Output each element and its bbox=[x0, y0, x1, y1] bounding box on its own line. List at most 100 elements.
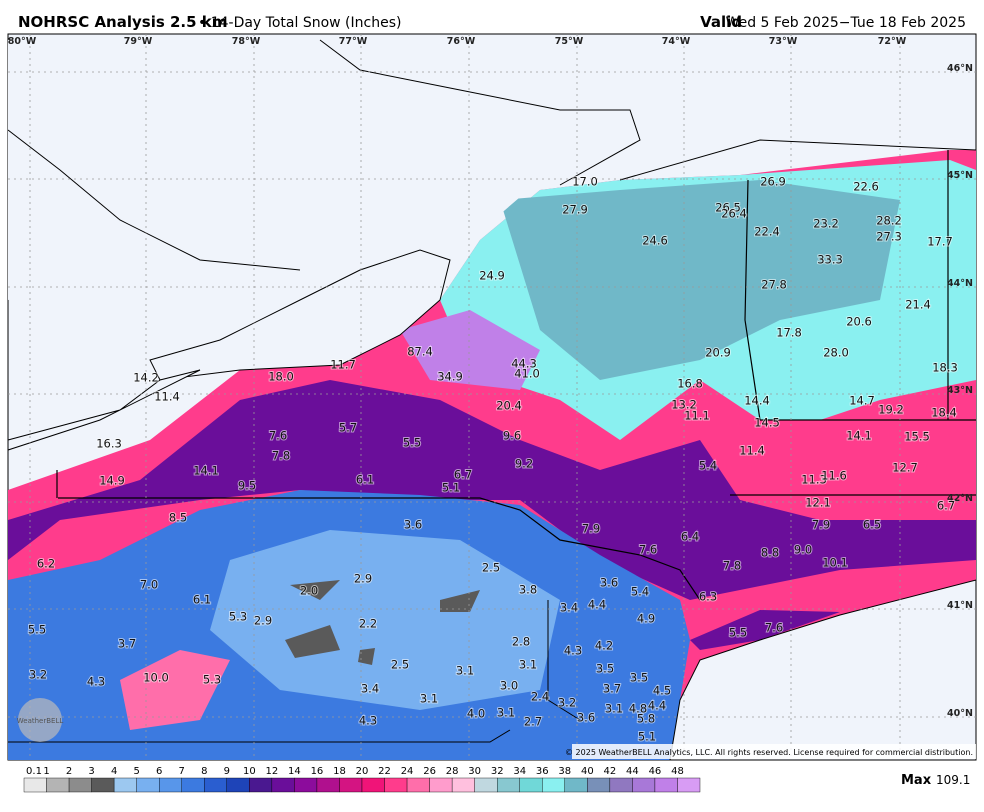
snow-value: 5.5 bbox=[28, 623, 46, 637]
snow-value: 2.2 bbox=[359, 617, 377, 631]
snow-value: 15.5 bbox=[904, 430, 930, 444]
snow-value: 11.1 bbox=[684, 409, 710, 423]
snow-value: 5.4 bbox=[699, 459, 717, 473]
map: WeatherBELL © 2025 WeatherBELL Analytics… bbox=[7, 33, 977, 761]
title: NOHRSC Analysis 2.5 km bbox=[18, 13, 227, 31]
snow-value: 10.1 bbox=[822, 556, 848, 570]
legend-tick: 30 bbox=[468, 766, 481, 777]
legend-tick: 34 bbox=[513, 766, 526, 777]
longitude-label: 79°W bbox=[124, 36, 153, 47]
legend-swatch bbox=[271, 777, 295, 793]
snow-value: 4.8 bbox=[629, 702, 647, 716]
legend-swatch bbox=[136, 777, 160, 793]
snow-value: 9.5 bbox=[238, 479, 256, 493]
longitude-label: 78°W bbox=[232, 36, 261, 47]
legend-tick: 8 bbox=[201, 766, 207, 777]
snow-value: 5.5 bbox=[403, 436, 421, 450]
snow-value: 26.9 bbox=[760, 175, 786, 189]
snow-value: 12.7 bbox=[892, 461, 918, 475]
legend-tick: 46 bbox=[649, 766, 662, 777]
snow-value: 10.0 bbox=[143, 671, 169, 685]
snow-value: 87.4 bbox=[407, 345, 433, 359]
legend-swatch bbox=[316, 777, 340, 793]
longitude-label: 80°W bbox=[8, 36, 37, 47]
longitude-label: 72°W bbox=[878, 36, 907, 47]
snow-value: 2.8 bbox=[512, 635, 530, 649]
legend-swatch bbox=[294, 777, 318, 793]
snow-value: 3.7 bbox=[118, 637, 136, 651]
snow-value: 7.6 bbox=[765, 621, 783, 635]
legend-tick: 22 bbox=[378, 766, 391, 777]
snow-value: 4.4 bbox=[588, 598, 606, 612]
snow-value: 6.5 bbox=[863, 518, 881, 532]
snow-value: 9.6 bbox=[503, 429, 521, 443]
snow-value: 2.4 bbox=[531, 690, 549, 704]
snow-value: 2.5 bbox=[482, 561, 500, 575]
snow-value: 19.2 bbox=[878, 403, 904, 417]
snow-value: 5.1 bbox=[442, 481, 460, 495]
snow-value: 21.4 bbox=[905, 298, 931, 312]
legend-tick: 5 bbox=[133, 766, 139, 777]
legend-tick: 42 bbox=[603, 766, 616, 777]
snow-value: 3.8 bbox=[519, 583, 537, 597]
snow-value: 8.8 bbox=[761, 546, 779, 560]
legend-tick: 14 bbox=[288, 766, 301, 777]
snow-value: 20.6 bbox=[846, 315, 872, 329]
snow-value: 7.8 bbox=[272, 449, 290, 463]
snow-value: 2.7 bbox=[524, 715, 542, 729]
snow-value: 3.4 bbox=[361, 682, 379, 696]
snow-value: 20.4 bbox=[496, 399, 522, 413]
legend-swatch bbox=[474, 777, 498, 793]
snow-value: 14.2 bbox=[133, 371, 159, 385]
snow-value: 3.1 bbox=[605, 702, 623, 716]
snow-value: 3.6 bbox=[577, 711, 595, 725]
legend-swatch bbox=[654, 777, 678, 793]
legend-swatch bbox=[181, 777, 205, 793]
snow-value: 11.3 bbox=[801, 473, 827, 487]
longitude-label: 73°W bbox=[769, 36, 798, 47]
snow-value: 7.0 bbox=[140, 578, 158, 592]
legend-swatch bbox=[68, 777, 92, 793]
snow-value: 41.0 bbox=[514, 367, 540, 381]
snow-value: 3.0 bbox=[500, 679, 518, 693]
snow-value: 4.5 bbox=[653, 684, 671, 698]
latitude-label: 41°N bbox=[947, 600, 973, 611]
snow-value: 28.2 bbox=[876, 214, 902, 228]
logo: WeatherBELL bbox=[17, 717, 64, 725]
snow-value: 5.8 bbox=[637, 712, 655, 726]
snow-value: 4.3 bbox=[87, 675, 105, 689]
legend-tick: 9 bbox=[224, 766, 230, 777]
snow-value: 6.3 bbox=[699, 590, 717, 604]
snow-value: 11.7 bbox=[330, 358, 356, 372]
legend-tick: 18 bbox=[333, 766, 346, 777]
latitude-label: 40°N bbox=[947, 708, 973, 719]
snow-value: 11.4 bbox=[739, 444, 765, 458]
snow-value: 24.6 bbox=[642, 234, 668, 248]
legend-swatch bbox=[204, 777, 227, 793]
snow-value: 3.5 bbox=[596, 662, 614, 676]
legend-tick: 20 bbox=[356, 766, 369, 777]
snow-value: 5.4 bbox=[631, 585, 649, 599]
snow-value: 7.6 bbox=[639, 543, 657, 557]
snow-value: 2.9 bbox=[354, 572, 372, 586]
max-label: Max bbox=[901, 773, 932, 788]
snow-value: 11.6 bbox=[821, 469, 847, 483]
legend-tick: 44 bbox=[626, 766, 639, 777]
legend-swatch bbox=[46, 777, 70, 793]
legend-tick: 24 bbox=[401, 766, 414, 777]
snow-value: 27.3 bbox=[876, 230, 902, 244]
snow-value: 5.7 bbox=[339, 421, 357, 435]
snow-value: 14.5 bbox=[754, 416, 780, 430]
snow-value: 14.4 bbox=[744, 394, 770, 408]
legend-tick: 38 bbox=[558, 766, 571, 777]
latitude-label: 43°N bbox=[947, 385, 973, 396]
snow-value: 17.7 bbox=[927, 235, 953, 249]
latitude-label: 46°N bbox=[947, 63, 973, 74]
legend-swatch bbox=[226, 777, 250, 793]
snow-value: 13.2 bbox=[671, 398, 697, 412]
snow-value: 5.3 bbox=[229, 610, 247, 624]
legend-tick: 2 bbox=[66, 766, 72, 777]
snow-value: 27.9 bbox=[562, 203, 588, 217]
